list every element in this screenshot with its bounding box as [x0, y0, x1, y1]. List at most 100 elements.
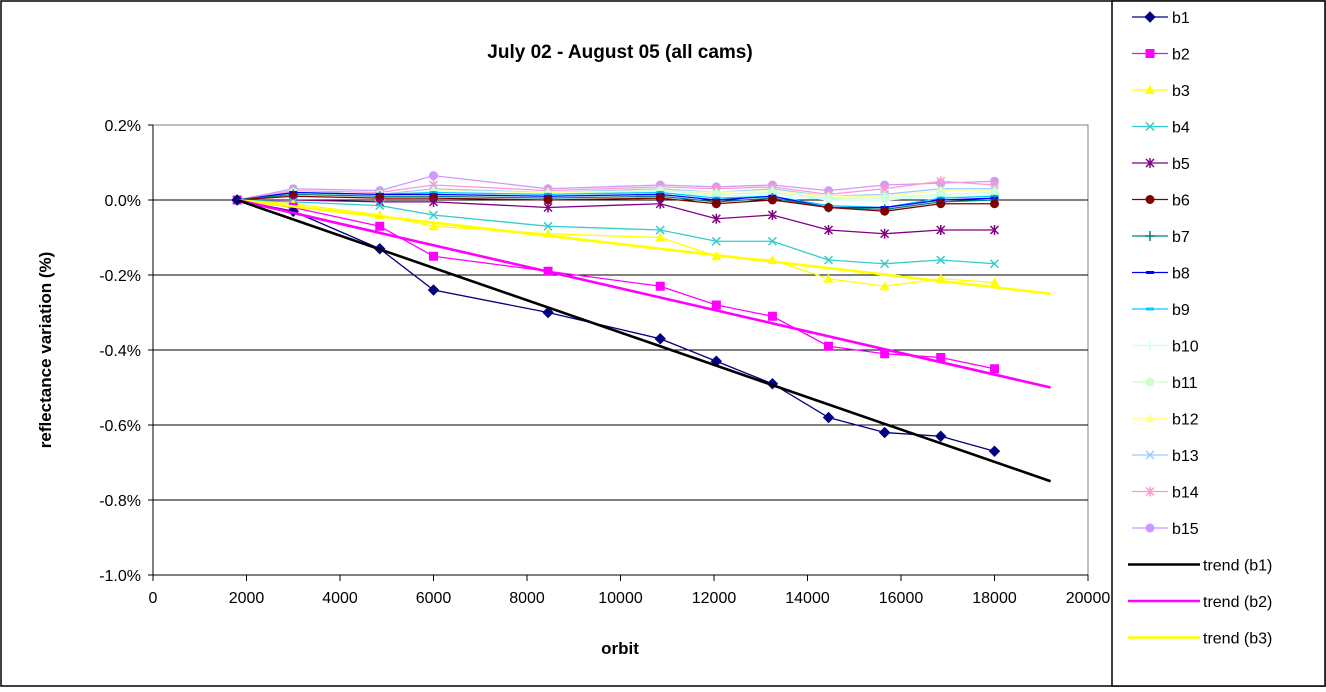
legend-label: b7: [1172, 229, 1190, 246]
series-b4: [232, 195, 1000, 269]
data-point-b6: [880, 206, 890, 216]
data-point-b1: [542, 306, 554, 319]
series-line-b8: [237, 191, 995, 209]
data-point-b2: [990, 364, 999, 374]
x-tick-label: 10000: [598, 590, 643, 607]
legend-item: b15: [1132, 521, 1199, 538]
legend-marker: [1145, 413, 1155, 423]
data-point-b4: [880, 259, 890, 269]
data-point-b4: [375, 201, 385, 211]
data-point-b5: [880, 228, 890, 239]
legend-marker: [1145, 158, 1155, 168]
y-tick-label: 0.2%: [105, 118, 141, 135]
data-point-b3: [428, 221, 439, 231]
series-line-b6: [237, 195, 995, 212]
legend-marker: [1145, 85, 1155, 94]
series-line-b4: [237, 199, 995, 265]
legend-label: trend (b3): [1203, 631, 1272, 648]
data-point-b4: [711, 236, 721, 246]
series-line-b7: [237, 193, 995, 211]
data-point-b4: [989, 259, 1000, 269]
data-point-b2: [824, 341, 834, 351]
legend-item: trend (b1): [1128, 558, 1272, 575]
legend-item: b14: [1132, 485, 1199, 502]
legend-marker: [1145, 450, 1155, 460]
chart-title: July 02 - August 05 (all cams): [487, 42, 752, 63]
legend-box: [1111, 0, 1326, 687]
legend-item: b8: [1132, 266, 1190, 283]
data-point-b6: [543, 195, 553, 205]
y-tick-label: -0.6%: [99, 418, 141, 435]
y-tick-label: 0.0%: [105, 193, 141, 210]
data-point-b5: [428, 196, 439, 207]
legend-item: b9: [1132, 302, 1190, 319]
x-axis-label: orbit: [601, 639, 639, 658]
legend-label: trend (b1): [1203, 558, 1272, 575]
trend-line: [237, 198, 1051, 296]
x-axis-ticks: 0 2000 4000 6000 8000 10000 12000 14000 16000 180…: [149, 574, 1111, 607]
legend-item: b7: [1132, 229, 1190, 246]
data-point-b3: [823, 273, 834, 283]
legend-marker: [1145, 486, 1155, 497]
legend-label: b9: [1172, 302, 1190, 319]
data-point-b14: [936, 176, 946, 187]
series-line-b1: [237, 199, 995, 452]
data-point-b15: [429, 171, 438, 181]
data-point-b4: [936, 255, 946, 265]
series-b5: [232, 195, 1000, 239]
legend-label: b15: [1172, 521, 1199, 538]
data-point-b5: [655, 198, 665, 209]
legend-label: b2: [1172, 47, 1190, 64]
legend-label: b14: [1172, 485, 1199, 502]
y-tick-label: -0.8%: [99, 493, 141, 510]
data-point-b5: [989, 225, 1000, 235]
data-point-b2: [711, 300, 721, 310]
data-point-b6: [936, 199, 946, 209]
data-point-b6: [767, 195, 777, 205]
legend-marker: [1145, 340, 1155, 351]
legend-label: trend (b2): [1203, 594, 1272, 611]
legend-item: b5: [1132, 156, 1190, 173]
x-tick-label: 20000: [1066, 590, 1111, 607]
data-point-b4: [428, 210, 439, 220]
data-point-b4: [543, 221, 553, 231]
data-point-b2: [767, 311, 777, 321]
legend-label: b6: [1172, 193, 1190, 210]
y-tick-label: -0.2%: [99, 268, 141, 285]
series-b2: [232, 195, 999, 374]
x-tick-label: 2000: [229, 590, 265, 607]
legend-marker: [1145, 523, 1155, 533]
legend-marker: [1145, 231, 1155, 241]
legend-marker: [1144, 11, 1156, 23]
legend-marker: [1145, 195, 1155, 204]
legend-label: b1: [1172, 10, 1190, 27]
data-point-b1: [654, 333, 666, 345]
legend-label: b5: [1172, 156, 1190, 173]
legend-marker: [1145, 49, 1155, 58]
x-tick-label: 4000: [322, 590, 358, 607]
legend: b1 b2 b3 b4 b5 b6 b7 b8 b9 b10 b11 b12 b13 b14 b15 tren…: [1128, 10, 1272, 648]
legend-label: b12: [1172, 412, 1199, 429]
legend-item: b1: [1132, 10, 1190, 27]
legend-item: b12: [1132, 412, 1199, 429]
series-line-b15: [237, 174, 995, 201]
y-tick-label: -0.4%: [99, 343, 141, 360]
legend-label: b4: [1172, 120, 1190, 137]
data-point-b1: [988, 445, 1001, 457]
data-point-b2: [429, 251, 438, 261]
data-point-b3: [989, 277, 1000, 287]
x-tick-label: 0: [149, 590, 158, 607]
y-tick-label: -1.0%: [99, 568, 141, 585]
legend-label: b8: [1172, 266, 1190, 283]
data-point-b6: [711, 199, 721, 209]
x-tick-label: 12000: [692, 590, 737, 607]
series-line-b5: [237, 199, 995, 235]
trend-line: [236, 198, 1051, 389]
y-axis-label: reflectance variation (%): [36, 252, 55, 449]
series-b3: [232, 195, 1000, 291]
legend-item: b11: [1132, 375, 1198, 392]
data-point-b6: [990, 199, 999, 209]
data-point-b1: [935, 430, 947, 442]
series-line-b2: [237, 199, 995, 370]
data-point-b2: [936, 353, 946, 362]
